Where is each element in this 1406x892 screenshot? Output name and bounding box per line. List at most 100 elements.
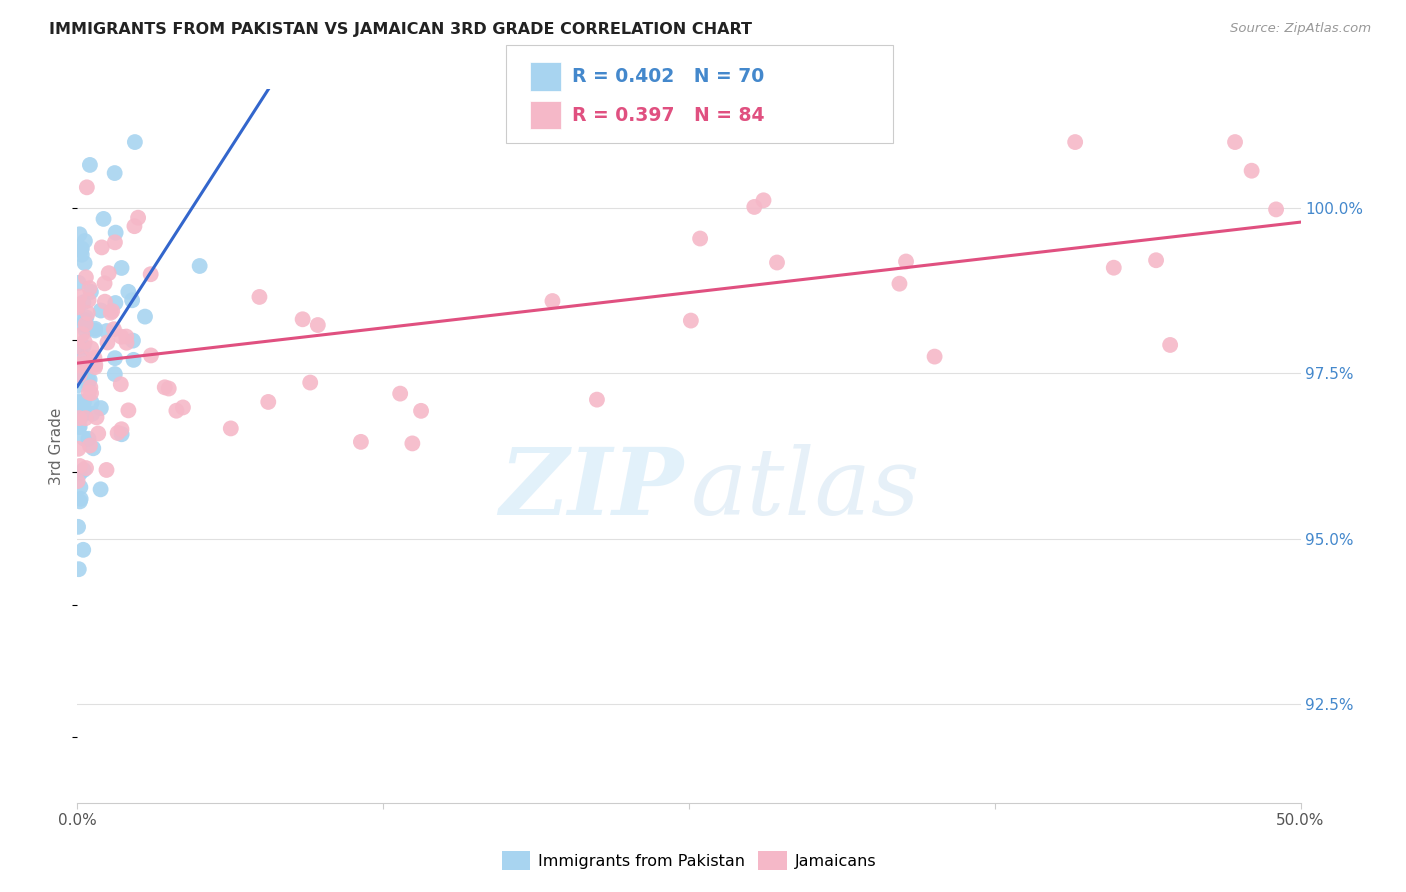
Point (752, 194, 775, 208)
Point (111, 427, 134, 442)
Point (66, 378, 89, 392)
Point (389, 386, 412, 401)
Point (117, 285, 139, 299)
Point (70, 350, 93, 364)
Point (66, 364, 89, 378)
Point (69, 480, 91, 494)
Point (104, 166, 127, 180)
Point (107, 425, 129, 440)
Point (75, 411, 97, 425)
Point (80, 342, 103, 356)
Text: atlas: atlas (690, 444, 920, 533)
Point (69, 410, 91, 425)
Point (104, 235, 127, 250)
Point (67, 411, 90, 425)
Point (72, 542, 94, 557)
Point (541, 293, 564, 308)
Point (90, 240, 112, 254)
Point (115, 335, 138, 350)
Point (75, 461, 97, 475)
Point (77, 385, 100, 400)
Point (96, 335, 118, 350)
Point (70, 401, 93, 415)
Point (72, 318, 94, 332)
Point (87, 426, 110, 441)
Point (766, 255, 789, 269)
Point (889, 277, 911, 291)
Point (73, 256, 96, 270)
Point (75, 323, 97, 337)
Point (104, 296, 127, 310)
Point (67, 420, 90, 434)
Point (127, 211, 149, 225)
Point (70, 242, 93, 256)
Point (67, 290, 90, 304)
Point (257, 395, 280, 409)
Point (79, 373, 101, 387)
Point (69, 467, 91, 481)
Point (70, 408, 93, 422)
Point (115, 329, 138, 343)
Point (70, 371, 93, 385)
Point (291, 312, 314, 326)
Point (80, 395, 103, 409)
Point (69, 491, 91, 506)
Point (110, 329, 132, 343)
Point (67, 276, 90, 290)
Point (69, 419, 91, 434)
Point (82, 442, 104, 456)
Point (67, 562, 90, 576)
Point (69, 458, 91, 473)
Point (157, 382, 180, 396)
Point (77, 376, 100, 391)
Text: Source: ZipAtlas.com: Source: ZipAtlas.com (1230, 22, 1371, 36)
Point (73, 432, 96, 446)
Point (69, 494, 91, 508)
Point (124, 135, 146, 149)
Point (93, 211, 115, 226)
Point (84, 360, 107, 375)
Point (104, 367, 127, 381)
Point (1102, 260, 1125, 275)
Point (76, 306, 98, 320)
Point (172, 401, 194, 415)
Point (96, 463, 118, 477)
Point (84, 358, 107, 372)
Point (409, 404, 432, 418)
Point (188, 259, 211, 273)
Point (75, 313, 97, 327)
Point (90, 401, 112, 416)
Point (97, 266, 120, 280)
Point (70, 327, 93, 342)
Point (104, 226, 127, 240)
Point (1159, 338, 1181, 352)
Point (73, 234, 96, 248)
Point (307, 318, 329, 332)
Point (124, 219, 146, 234)
Point (73, 404, 96, 418)
Point (110, 260, 132, 275)
Point (70, 248, 93, 262)
Point (70, 312, 93, 326)
Point (67, 442, 90, 456)
Point (153, 380, 176, 394)
Point (139, 348, 162, 362)
Point (79, 158, 101, 172)
Point (84, 322, 107, 336)
Point (79, 438, 101, 452)
Point (100, 306, 122, 320)
Y-axis label: 3rd Grade: 3rd Grade (49, 408, 65, 484)
Point (73, 352, 96, 367)
Point (82, 407, 104, 421)
Point (67, 394, 90, 409)
Point (894, 254, 917, 268)
Point (83, 351, 105, 365)
Point (679, 313, 702, 327)
Point (75, 317, 97, 331)
Point (80, 386, 103, 401)
Point (72, 295, 94, 310)
Point (742, 200, 765, 214)
Point (86, 410, 108, 425)
Point (66, 474, 89, 488)
Point (90, 303, 112, 318)
